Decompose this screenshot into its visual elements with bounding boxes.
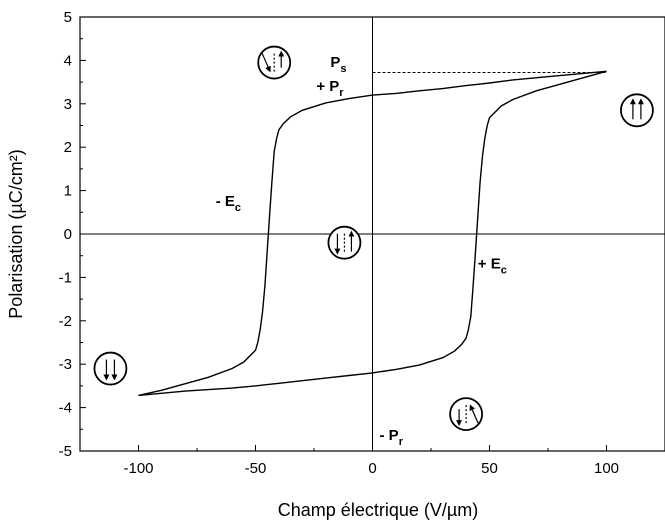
- y-tick-label: 0: [64, 226, 72, 243]
- domain-arrow: [261, 53, 271, 73]
- y-tick-label: -1: [59, 269, 72, 286]
- domain-tilted-bottom: [449, 397, 484, 432]
- y-tick-label: 5: [64, 9, 72, 26]
- y-tick-label: 2: [64, 139, 72, 156]
- y-tick-label: -4: [59, 400, 72, 417]
- domain-up-up: [620, 93, 654, 128]
- annotation-ec-pos: + Ec: [478, 256, 507, 277]
- x-tick-label: 0: [368, 460, 376, 477]
- annotation-pr-pos: + Pr: [316, 78, 344, 99]
- series-line-lower: [138, 70, 607, 397]
- domain-down-down: [93, 351, 128, 386]
- y-tick-label: -5: [59, 443, 72, 460]
- annotation-ec-neg: - Ec: [216, 193, 241, 214]
- annotations: Ps + Pr - Ec + Ec - Pr: [216, 54, 507, 448]
- y-tick-label: 4: [64, 52, 72, 69]
- domain-tilted-top: [257, 45, 292, 80]
- domain-circle: [93, 351, 128, 386]
- series-line-upper: [138, 70, 607, 397]
- annotation-pr-neg: - Pr: [380, 427, 404, 448]
- x-ticks: -100 -50 0 50 100: [79, 445, 665, 477]
- y-tick-label: 3: [64, 96, 72, 113]
- series-group: [138, 70, 607, 397]
- x-tick-label: -100: [123, 460, 153, 477]
- domain-icons: [93, 45, 654, 432]
- x-tick-label: 100: [594, 460, 619, 477]
- y-ticks: -5 -4 -3 -2 -1 0 1 2 3 4 5: [59, 9, 86, 460]
- annotation-ps: Ps: [330, 54, 346, 75]
- y-axis-title: Polarisation (µC/cm²): [6, 149, 26, 318]
- x-tick-label: 50: [481, 460, 498, 477]
- domain-mixed-center: [327, 225, 362, 260]
- domain-arrow: [469, 404, 479, 424]
- x-tick-label: -50: [245, 460, 267, 477]
- domain-circle: [620, 93, 654, 128]
- y-tick-label: -3: [59, 356, 72, 373]
- x-axis-title: Champ électrique (V/µm): [278, 500, 478, 520]
- y-tick-label: -2: [59, 313, 72, 330]
- y-tick-label: 1: [64, 183, 72, 200]
